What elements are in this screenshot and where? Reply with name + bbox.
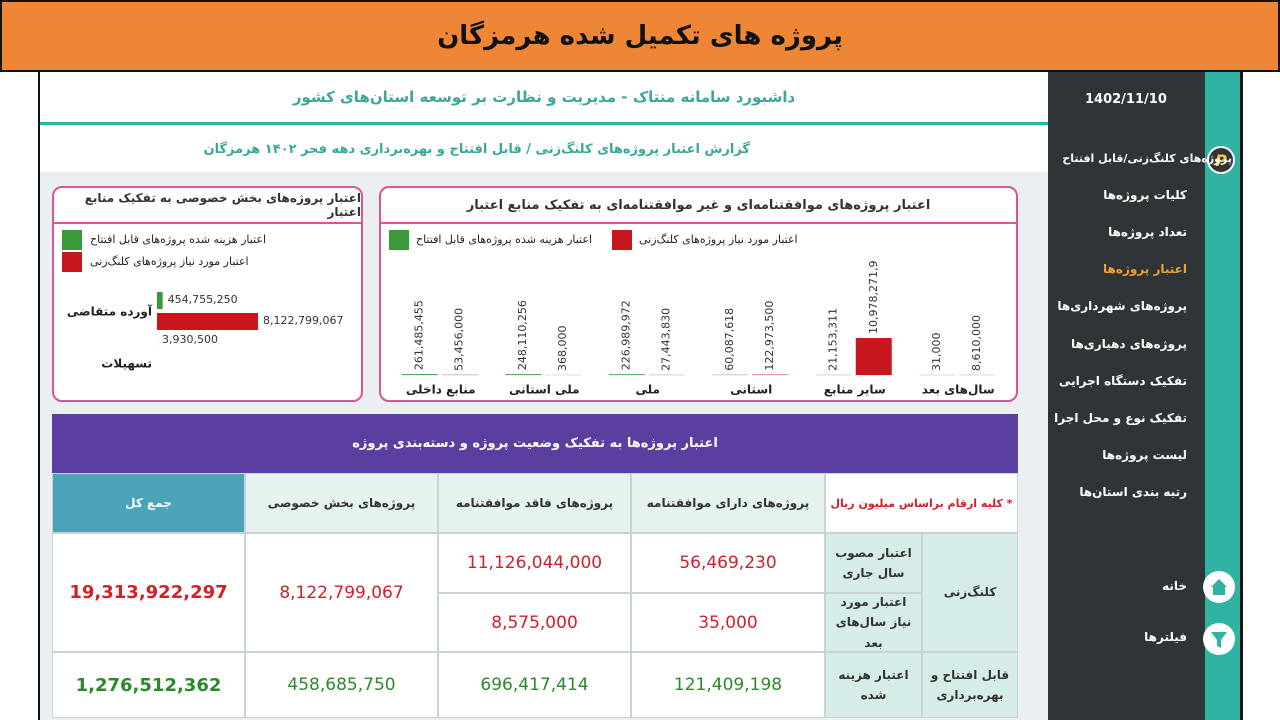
menu-item[interactable]: رتبه بندی استان‌ها	[1079, 485, 1187, 499]
banner-title: پروژه های تکمیل شده هرمزگان	[437, 21, 843, 51]
home-icon[interactable]	[1203, 571, 1235, 603]
menu-item[interactable]: پروژه‌های کلنگ‌زنی/قابل افتتاح	[1062, 152, 1232, 165]
table-cell: 8,122,799,067	[245, 533, 438, 652]
row-label: اعتبار هزینه شده	[825, 652, 922, 718]
menu-item[interactable]: پروژه‌های دهیاری‌ها	[1070, 337, 1187, 351]
menu-item[interactable]: تفکیک نوع و محل اجرا	[1054, 411, 1187, 425]
column-header: پروژه‌های دارای موافقتنامه	[631, 473, 825, 533]
sidebar-strip	[1205, 72, 1240, 720]
header: داشبورد سامانه منتاک - مدیریت و نظارت بر…	[40, 72, 1048, 122]
subheader: گزارش اعتبار پروژه‌های کلنگ‌زنی / قابل ا…	[40, 126, 1048, 172]
table-cell: 35,000	[631, 593, 825, 652]
header-rule	[40, 122, 1048, 125]
table-total: 1,276,512,362	[52, 652, 245, 718]
table-cell: 696,417,414	[438, 652, 631, 718]
header-subtitle: گزارش اعتبار پروژه‌های کلنگ‌زنی / قابل ا…	[203, 141, 750, 157]
table-total: 19,313,922,297	[52, 533, 245, 652]
chart-title: اعتبار پروژه‌های بخش خصوصی به تفکیک مناب…	[54, 188, 361, 224]
home-glyph	[1211, 579, 1227, 595]
menu-item[interactable]: پروژه‌های شهرداری‌ها	[1057, 299, 1187, 313]
panel-sources: اعتبار پروژه‌های موافقتنامه‌ای و غیر موا…	[379, 186, 1018, 402]
table-cell: 8,575,000	[438, 593, 631, 652]
menu-item[interactable]: لیست پروژه‌ها	[1102, 448, 1187, 462]
home-shape	[1211, 579, 1227, 595]
group-label: قابل افتتاح و بهره‌برداری	[922, 652, 1018, 718]
menu-item[interactable]: فیلترها	[1144, 630, 1187, 644]
row-label: اعتبار مصوب سال جاری	[825, 533, 922, 593]
table-cell: 11,126,044,000	[438, 533, 631, 593]
table-cell: 56,469,230	[631, 533, 825, 593]
table-cell: 121,409,198	[631, 652, 825, 718]
menu-item[interactable]: تفکیک دستگاه اجرایی	[1058, 374, 1187, 388]
header-title: داشبورد سامانه منتاک - مدیریت و نظارت بر…	[292, 88, 796, 106]
table-note: * کلیه ارقام براساس میلیون ریال	[825, 473, 1018, 533]
chart-title: اعتبار پروژه‌های موافقتنامه‌ای و غیر موا…	[381, 188, 1016, 224]
panel-private: اعتبار پروژه‌های بخش خصوصی به تفکیک مناب…	[52, 186, 363, 402]
table-title: اعتبار پروژه‌ها به تفکیک وضعیت پروژه و د…	[52, 414, 1018, 473]
column-header: پروژه‌های فاقد موافقتنامه	[438, 473, 631, 533]
menu-icon: P	[1207, 146, 1235, 174]
menu-item[interactable]: تعداد پروژه‌ها	[1108, 225, 1187, 239]
group-label: کلنگ‌زنی	[922, 533, 1018, 652]
table-cell: 458,685,750	[245, 652, 438, 718]
sidebar	[1048, 72, 1205, 720]
menu-item[interactable]: اعتبار پروژه‌ها	[1103, 262, 1187, 276]
filter-shape	[1211, 632, 1227, 648]
column-header: پروژه‌های بخش خصوصی	[245, 473, 438, 533]
menu-item[interactable]: کلیات پروژه‌ها	[1103, 188, 1187, 202]
column-header: جمع کل	[52, 473, 245, 533]
filter-glyph	[1211, 632, 1227, 648]
banner: پروژه های تکمیل شده هرمزگان	[0, 0, 1280, 72]
filter-icon[interactable]	[1203, 623, 1235, 655]
row-label: اعتبار مورد نیاز سال‌های بعد	[825, 593, 922, 652]
menu-item[interactable]: خانه	[1162, 579, 1187, 593]
date: 1402/11/10	[1085, 92, 1167, 107]
